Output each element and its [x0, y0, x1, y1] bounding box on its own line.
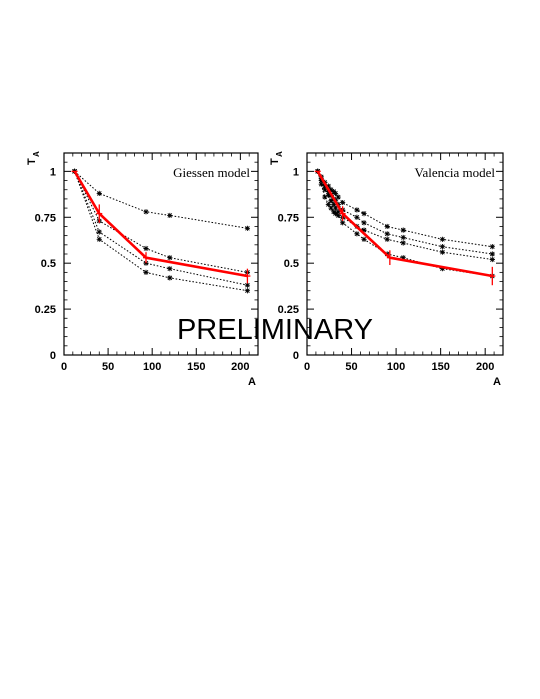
valencia-model-point: [332, 190, 339, 196]
valencia-x-tick-label: 100: [387, 361, 405, 373]
giessen-model-point: [143, 209, 149, 215]
giessen-y-axis-label-sub: A: [32, 151, 41, 157]
giessen-model-line-1: [74, 171, 248, 229]
valencia-model-point: [439, 244, 446, 250]
valencia-model-point: [325, 192, 331, 198]
valencia-model-point: [340, 220, 346, 226]
giessen-measured-line: [73, 170, 248, 278]
giessen-model-line-3: [74, 171, 248, 286]
valencia-model-point: [400, 255, 406, 261]
valencia-model-point: [489, 251, 495, 257]
valencia-model-point: [331, 201, 337, 208]
valencia-model-point: [335, 209, 341, 215]
valencia-model-point: [384, 223, 390, 230]
valencia-model-point: [332, 205, 339, 211]
valencia-model-point: [489, 244, 495, 250]
valencia-model-point: [354, 214, 360, 220]
giessen-y-tick-label: 0.5: [41, 258, 56, 270]
giessen-x-tick-label: 150: [187, 361, 205, 373]
valencia-model-point: [489, 256, 495, 263]
valencia-model-point: [322, 183, 328, 189]
valencia-model-point: [400, 240, 406, 246]
giessen-model-point: [96, 229, 102, 235]
valencia-model-point: [318, 177, 324, 184]
giessen-model-point: [96, 190, 102, 196]
valencia-model-point: [361, 211, 367, 217]
valencia-y-tick-label: 0.5: [284, 258, 299, 270]
valencia-model-point: [325, 201, 331, 208]
valencia-model-point: [354, 231, 360, 237]
giessen-model-point: [143, 245, 149, 252]
valencia-model-point: [400, 227, 406, 233]
giessen-y-tick-label: 0: [50, 350, 56, 362]
valencia-model-point: [361, 220, 367, 226]
valencia-model-point: [439, 266, 446, 272]
giessen-model-annotation: Giessen model: [173, 165, 250, 180]
valencia-y-axis-label: T: [269, 158, 281, 165]
valencia-model-point: [400, 234, 406, 241]
giessen-x-tick-label: 50: [102, 361, 114, 373]
giessen-model-point: [143, 260, 149, 266]
giessen-x-tick-label: 200: [231, 361, 249, 373]
valencia-model-point: [322, 194, 328, 200]
giessen-model-point: [96, 236, 102, 242]
valencia-y-tick-label: 0: [293, 350, 299, 362]
giessen-model-point: [167, 212, 173, 219]
valencia-model-point: [384, 236, 390, 242]
valencia-y-axis-label-sub: A: [275, 151, 284, 157]
valencia-model-point: [335, 194, 341, 200]
valencia-model-point: [325, 183, 331, 189]
valencia-measured-line: [316, 170, 493, 278]
valencia-model-point: [361, 236, 367, 242]
giessen-y-tick-label: 0.25: [35, 304, 56, 316]
giessen-model-point: [167, 255, 173, 261]
valencia-y-tick-label: 0.75: [278, 212, 299, 224]
valencia-model-point: [328, 187, 334, 193]
valencia-model-point: [322, 187, 328, 193]
valencia-model-point: [318, 181, 324, 187]
giessen-model-point: [143, 269, 149, 275]
valencia-x-axis-label: A: [493, 376, 501, 388]
giessen-x-axis-label: A: [248, 376, 256, 388]
valencia-model-point: [384, 231, 390, 237]
valencia-model-point: [332, 211, 339, 217]
valencia-x-tick-label: 200: [476, 361, 494, 373]
giessen-model-point: [244, 225, 251, 231]
giessen-model-point: [244, 282, 251, 288]
valencia-model-point: [439, 236, 446, 242]
valencia-x-tick-label: 0: [304, 361, 310, 373]
preliminary-watermark: PRELIMINARY: [177, 314, 373, 346]
valencia-model-point: [340, 199, 346, 206]
valencia-model-point: [354, 207, 360, 213]
valencia-model-annotation: Valencia model: [415, 165, 496, 180]
valencia-model-point: [361, 227, 367, 233]
valencia-model-point: [335, 212, 341, 219]
valencia-model-point: [328, 205, 334, 211]
valencia-y-tick-label: 0.25: [278, 304, 299, 316]
giessen-y-tick-label: 0.75: [35, 212, 56, 224]
giessen-y-tick-label: 1: [50, 166, 56, 178]
valencia-model-point: [439, 249, 446, 255]
valencia-x-tick-label: 50: [345, 361, 357, 373]
giessen-x-tick-label: 100: [143, 361, 161, 373]
valencia-model-line-4: [317, 171, 493, 277]
valencia-x-tick-label: 150: [431, 361, 449, 373]
giessen-model-point: [167, 275, 173, 281]
giessen-x-tick-label: 0: [61, 361, 67, 373]
valencia-model-point: [328, 198, 334, 204]
valencia-y-tick-label: 1: [293, 166, 299, 178]
giessen-model-point: [244, 288, 251, 294]
giessen-model-point: [167, 266, 173, 272]
giessen-y-axis-label: T: [26, 158, 38, 165]
